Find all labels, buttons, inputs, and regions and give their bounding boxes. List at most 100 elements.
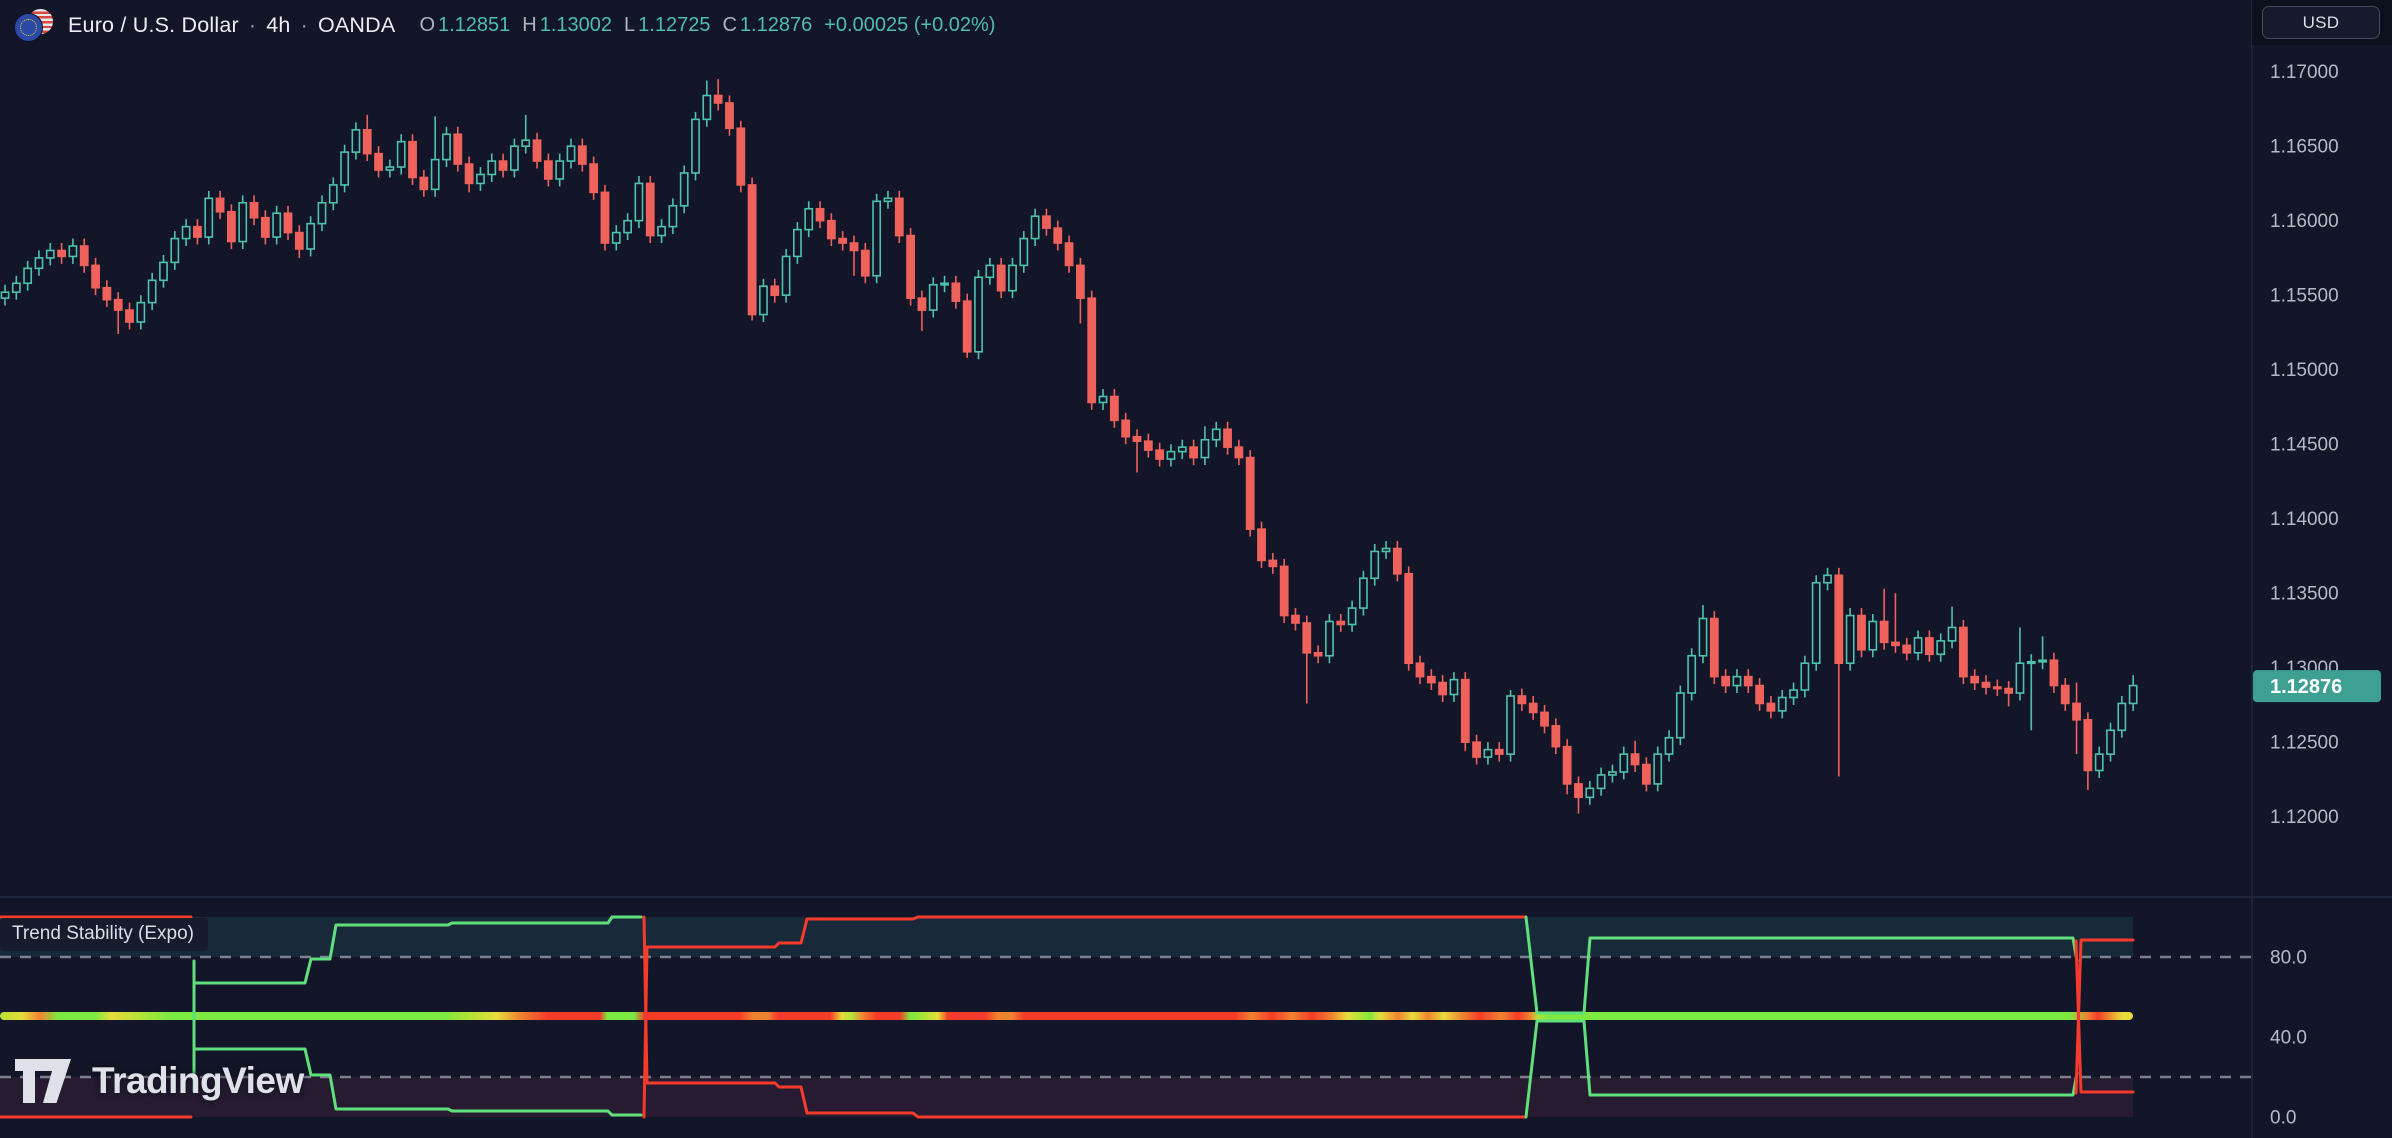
- eu-flag-icon: [14, 13, 43, 42]
- ohlc-values: O 1.12851 H 1.13002 L 1.12725 C 1.12876 +0.0…: [419, 14, 995, 37]
- candle-up: [566, 145, 576, 162]
- candle-up: [328, 184, 338, 204]
- candle-down: [283, 212, 293, 234]
- indicator-axis-label: 80.0: [2270, 948, 2307, 969]
- candle-down: [1426, 675, 1436, 684]
- candle-up: [1913, 637, 1923, 654]
- indicator-axis-scale[interactable]: 80.0 40.0 0.0: [2270, 948, 2307, 1129]
- candle-up: [2106, 729, 2115, 755]
- candle-up: [1777, 696, 1787, 712]
- candle-up: [487, 160, 497, 176]
- candle-up: [1845, 614, 1855, 665]
- candle-up: [1381, 547, 1391, 553]
- candle-down: [736, 127, 746, 186]
- trend-line-red: [642, 915, 1528, 1119]
- chart-legend: Euro / U.S. Dollar · 4h · OANDA O 1.12851…: [14, 8, 995, 42]
- candle-down: [951, 282, 961, 302]
- price-axis-label: 1.14500: [2270, 435, 2339, 456]
- separator: ·: [248, 12, 257, 37]
- candle-down: [1958, 626, 1968, 678]
- candle-down: [1460, 678, 1470, 743]
- trend-line-green: [1524, 915, 2079, 1015]
- tradingview-watermark[interactable]: TradingView: [14, 1058, 304, 1104]
- price-axis-label: 1.15000: [2270, 360, 2339, 381]
- open-value: 1.12851: [438, 13, 511, 36]
- candle-up: [159, 261, 168, 282]
- price-axis-label: 1.15500: [2270, 286, 2339, 307]
- candle-down: [1415, 662, 1425, 678]
- candle-up: [1585, 787, 1595, 799]
- timeframe[interactable]: 4h: [266, 12, 291, 37]
- candle-up: [1177, 446, 1187, 453]
- currency-toggle-button[interactable]: USD: [2262, 6, 2380, 39]
- candle-up: [2026, 660, 2036, 665]
- candle-up: [396, 140, 406, 168]
- candle-up: [1200, 438, 1210, 459]
- candle-up: [2128, 684, 2138, 705]
- candle-down: [906, 234, 915, 299]
- price-axis-label: 1.17000: [2270, 62, 2339, 83]
- price-axis-label: 1.12500: [2270, 733, 2339, 754]
- candle-down: [1528, 702, 1538, 714]
- candle-down: [2083, 719, 2093, 772]
- candle-down: [125, 309, 134, 323]
- tradingview-logo-icon: [15, 1059, 71, 1103]
- symbol-name[interactable]: Euro / U.S. Dollar: [68, 12, 239, 37]
- candle-down: [543, 160, 553, 180]
- candle-down: [1630, 753, 1640, 766]
- candle-up: [1098, 395, 1108, 404]
- trend-line-red: [2074, 939, 2135, 1094]
- candle-down: [917, 297, 927, 311]
- candle-down: [249, 201, 259, 219]
- candle-down: [1970, 675, 1980, 684]
- close-label: C: [722, 13, 737, 36]
- candle-up: [1947, 626, 1957, 642]
- candle-up: [1030, 215, 1040, 240]
- candle-down: [453, 133, 463, 165]
- candle-up: [657, 225, 666, 237]
- candle-down: [1189, 446, 1198, 459]
- candle-down: [1834, 574, 1844, 665]
- candle-down: [1472, 741, 1481, 758]
- candle-down: [1925, 637, 1934, 656]
- candle-down: [1574, 783, 1583, 799]
- candle-down: [1438, 681, 1448, 696]
- candle-up: [1653, 753, 1663, 785]
- candle-down: [600, 191, 610, 244]
- candle-up: [1800, 662, 1810, 691]
- candle-down: [1766, 702, 1776, 712]
- candle-down: [1268, 559, 1278, 568]
- candle-down: [1279, 565, 1289, 617]
- price-axis-scale[interactable]: 1.17000 1.16500 1.16000 1.15500 1.15000 1.145…: [2270, 62, 2339, 828]
- candle-up: [1936, 640, 1946, 656]
- candle-down: [1291, 614, 1300, 624]
- candle-up: [1608, 771, 1617, 776]
- candle-up: [170, 237, 180, 264]
- indicator-title[interactable]: Trend Stability (Expo): [0, 918, 208, 951]
- candle-down: [1109, 395, 1119, 422]
- candle-down: [2049, 659, 2059, 687]
- candle-up: [928, 283, 938, 311]
- candle-up: [1359, 577, 1368, 609]
- candle-down: [532, 139, 542, 162]
- exchange-name[interactable]: OANDA: [317, 12, 396, 37]
- candle-down: [102, 286, 112, 301]
- candle-up: [702, 94, 712, 121]
- low-value: 1.12725: [638, 13, 711, 36]
- high-label: H: [522, 13, 537, 36]
- candle-up: [1483, 748, 1493, 758]
- candle-down: [725, 102, 734, 130]
- symbol-title[interactable]: Euro / U.S. Dollar · 4h · OANDA: [68, 13, 395, 38]
- candle-down: [1992, 686, 2002, 690]
- candle-down: [1879, 620, 1889, 644]
- oversold-zone: [0, 1077, 2133, 1117]
- candle-down: [1223, 428, 1232, 448]
- candle-down: [1902, 644, 1912, 654]
- candle-down: [1709, 617, 1719, 678]
- indicator-gradient-band: [0, 1012, 2133, 1020]
- candle-up: [45, 249, 55, 259]
- candle-down: [1132, 435, 1142, 442]
